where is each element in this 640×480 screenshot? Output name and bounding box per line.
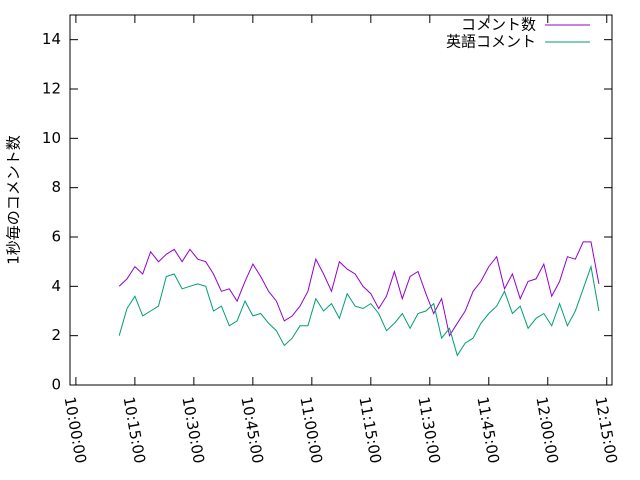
- x-tick-label: 11:45:00: [473, 395, 502, 464]
- x-tick-label: 12:15:00: [591, 395, 620, 464]
- y-tick-label: 10: [42, 129, 61, 147]
- series-line: [118, 241, 600, 338]
- y-tick-label: 0: [51, 376, 61, 394]
- x-tick-label: 10:00:00: [61, 395, 90, 464]
- x-tick-label: 10:15:00: [120, 395, 149, 464]
- y-tick-label: 2: [51, 326, 61, 344]
- y-tick-label: 4: [51, 277, 61, 295]
- y-tick-label: 12: [42, 80, 61, 98]
- series-line: [118, 264, 600, 357]
- y-axis-label: 1秒毎のコメント数: [5, 135, 23, 265]
- x-tick-label: 11:30:00: [414, 395, 443, 464]
- plot-frame: [69, 14, 613, 386]
- legend-label: 英語コメント: [446, 33, 536, 51]
- x-tick-label: 10:45:00: [237, 395, 266, 464]
- x-tick-label: 10:30:00: [178, 395, 207, 464]
- x-tick-label: 11:15:00: [355, 395, 384, 464]
- x-tick-label: 12:00:00: [532, 395, 561, 464]
- y-tick-label: 6: [51, 228, 61, 246]
- y-tick-label: 14: [42, 30, 61, 48]
- y-tick-label: 8: [51, 178, 61, 196]
- x-tick-label: 11:00:00: [296, 395, 325, 464]
- legend-label: コメント数: [461, 16, 536, 34]
